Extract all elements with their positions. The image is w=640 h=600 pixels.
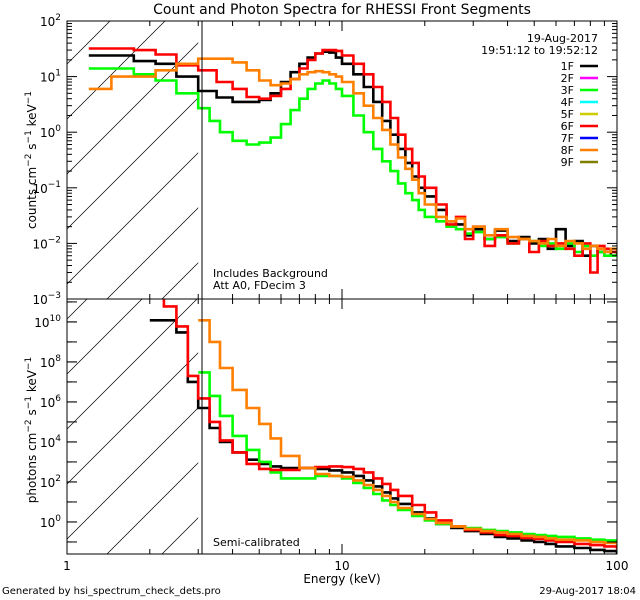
y-tick-label: 10−3	[32, 291, 61, 307]
x-tick-label: 100	[606, 559, 629, 573]
legend-label-6F: 6F	[561, 120, 574, 133]
y-tick-label: 106	[40, 394, 61, 410]
x-tick-label: 1	[63, 559, 71, 573]
y-tick-label: 104	[40, 434, 61, 450]
series-3F-top	[88, 67, 617, 257]
bottom-ylabel: photons cm−2 s−1 keV−1	[24, 357, 39, 503]
hatch-line	[67, 42, 199, 175]
hatch-line	[67, 352, 199, 485]
y-tick-label: 102	[40, 13, 61, 29]
hatch-line	[0, 154, 122, 554]
hatch-line	[161, 517, 199, 554]
annotation-background: Includes Background	[213, 267, 328, 280]
y-tick-label: 10−2	[32, 235, 61, 251]
hatch-line	[67, 407, 199, 540]
axes-ticks: 10−310−210−11001011021001021041061081010…	[32, 13, 628, 573]
legend-time-range: 19:51:12 to 19:52:12	[481, 44, 598, 57]
hatch-line	[0, 0, 122, 299]
top-series-group	[88, 47, 617, 274]
hatch-line	[67, 299, 198, 430]
y-tick-label: 108	[40, 354, 61, 370]
legend-label-3F: 3F	[561, 84, 574, 97]
y-tick-label: 102	[40, 474, 61, 490]
legend-label-5F: 5F	[561, 108, 574, 121]
annotation-semicalibrated: Semi-calibrated	[213, 536, 300, 549]
bottom-series-group	[149, 299, 617, 554]
hatch-line	[106, 207, 199, 299]
legend-label-8F: 8F	[561, 144, 574, 157]
bottom-hatched-region	[0, 154, 640, 554]
series-6F-top	[88, 47, 617, 274]
y-tick-label: 100	[40, 514, 61, 530]
legend-label-4F: 4F	[561, 96, 574, 109]
legend-date: 19-Aug-2017	[527, 32, 598, 45]
series-8F-bottom	[198, 319, 617, 546]
legend-label-2F: 2F	[561, 72, 574, 85]
hatch-line	[217, 154, 617, 554]
top-ylabel: counts cm−2 s−1 keV−1	[24, 91, 39, 229]
y-tick-label: 10−1	[32, 180, 61, 196]
y-tick-label: 100	[40, 124, 61, 140]
y-tick-label: 1010	[34, 314, 61, 330]
hatch-line	[67, 152, 199, 285]
y-tick-label: 101	[40, 69, 61, 85]
hatch-line	[272, 154, 640, 554]
annotation-attenuator: Att A0, FDecim 3	[213, 279, 306, 292]
legend-label-7F: 7F	[561, 132, 574, 145]
footer-generator: Generated by hsi_spectrum_check_dets.pro	[2, 586, 221, 597]
chart-title: Count and Photon Spectra for RHESSI Fron…	[153, 2, 531, 18]
series-8F-top	[88, 57, 617, 254]
x-tick-label: 10	[334, 559, 349, 573]
legend-label-9F: 9F	[561, 156, 574, 169]
hatch-line	[67, 97, 199, 230]
x-axis-label: Energy (keV)	[303, 572, 380, 586]
hatch-line	[67, 21, 166, 120]
bottom-panel-frame	[66, 298, 618, 555]
series-6F-bottom	[162, 299, 617, 550]
hatch-line	[67, 299, 143, 375]
series-3F-bottom	[198, 371, 617, 544]
hatch-line	[106, 462, 199, 554]
series-1F-top	[88, 50, 617, 257]
footer-timestamp: 29-Aug-2017 18:04	[539, 586, 636, 597]
legend-label-1F: 1F	[561, 60, 574, 73]
